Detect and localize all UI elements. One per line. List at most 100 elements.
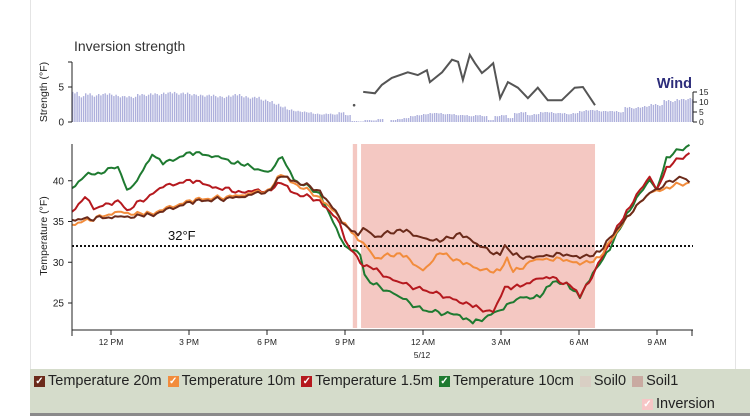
wind-bar: [557, 113, 559, 122]
wind-bar: [687, 99, 689, 122]
y-tick-label: 5: [58, 83, 64, 94]
strength-bar: [119, 97, 122, 122]
wind-bar: [362, 121, 364, 122]
strength-bar: [104, 93, 106, 122]
legend-item-soil0[interactable]: Soil0: [579, 373, 626, 389]
wind-bar: [364, 120, 366, 122]
x-tick-label: 12 AM: [411, 337, 435, 347]
strength-y-label: Strength (°F): [38, 62, 50, 122]
strength-bar: [193, 94, 195, 122]
wind-bar: [527, 115, 529, 122]
wind-bar: [436, 113, 438, 122]
strength-bar: [95, 95, 98, 122]
strength-bar: [195, 94, 197, 122]
strength-bar: [325, 113, 327, 122]
wind-bar: [529, 115, 531, 122]
strength-bar: [171, 93, 174, 122]
wind-bar: [641, 107, 644, 122]
checkbox-unchecked-icon[interactable]: [632, 375, 644, 387]
checkbox-checked-icon[interactable]: ✓: [301, 375, 313, 387]
series-line-temperature-1-5m: [71, 152, 691, 313]
wind-bar: [661, 105, 663, 122]
wind-bar: [602, 111, 605, 122]
legend-item-temperature-1-5m[interactable]: ✓ Temperature 1.5m: [301, 373, 433, 389]
wind-bar: [475, 115, 477, 122]
wind-bar: [540, 112, 542, 122]
wind-bar: [659, 105, 661, 122]
wind-bar: [553, 113, 555, 122]
strength-bar: [314, 114, 317, 122]
strength-bar: [121, 96, 124, 122]
wind-bar: [678, 100, 681, 122]
legend-item-temperature-10m[interactable]: ✓ Temperature 10m: [167, 373, 295, 389]
wind-bar: [639, 107, 642, 122]
legend-item-temperature-20m[interactable]: ✓ Temperature 20m: [34, 373, 162, 389]
wind-tick-label: 0: [699, 117, 704, 127]
strength-bar: [126, 97, 128, 122]
wind-bar: [689, 98, 691, 122]
strength-bar: [308, 112, 310, 122]
checkbox-checked-icon[interactable]: ✓: [34, 375, 45, 387]
strength-bar: [249, 98, 252, 122]
strength-bar: [163, 92, 165, 122]
wind-bar: [589, 110, 592, 122]
checkbox-unchecked-icon[interactable]: [579, 375, 591, 387]
strength-bar: [93, 96, 96, 122]
strength-bar: [150, 93, 152, 122]
wind-bar: [624, 107, 626, 122]
strength-bar: [147, 94, 150, 122]
legend-item-soil1[interactable]: Soil1: [632, 373, 678, 389]
strength-bar: [225, 96, 228, 122]
checkbox-checked-icon[interactable]: ✓: [642, 398, 653, 410]
strength-bar: [98, 94, 100, 122]
wind-bar: [355, 121, 358, 122]
strength-bar: [310, 112, 312, 122]
x-tick-label: 12 PM: [99, 337, 124, 347]
strength-bar: [247, 97, 249, 122]
strength-bar: [284, 106, 286, 122]
wind-bar: [449, 114, 451, 122]
legend-item-inversion[interactable]: ✓ Inversion: [642, 396, 715, 412]
wind-bar: [628, 107, 631, 122]
strength-bar: [139, 95, 141, 122]
checkbox-checked-icon[interactable]: ✓: [438, 375, 450, 387]
wind-bar: [524, 112, 527, 122]
wind-bar: [455, 115, 457, 122]
wind-bar: [410, 116, 412, 122]
wind-bar: [509, 118, 512, 122]
wind-bar: [570, 114, 572, 122]
strength-bar: [338, 112, 340, 122]
strength-bar: [215, 96, 217, 122]
strength-bar: [91, 95, 93, 122]
strength-bar: [137, 94, 139, 122]
strength-bar: [303, 111, 306, 122]
strength-bar: [152, 94, 154, 122]
wind-bar: [377, 119, 379, 122]
wind-bar: [481, 116, 483, 122]
legend-item-temperature-10cm[interactable]: ✓ Temperature 10cm: [438, 373, 574, 389]
wind-bar: [579, 111, 581, 122]
strength-bar: [340, 112, 343, 122]
strength-bar: [117, 96, 119, 122]
y-tick-label: 35: [53, 217, 65, 228]
strength-bar: [290, 109, 293, 122]
strength-bar: [221, 96, 223, 122]
wind-bar: [533, 114, 535, 122]
wind-bar: [572, 113, 574, 122]
series-line-temperature-20m: [71, 175, 691, 260]
legend-label: Inversion: [656, 396, 715, 412]
strength-bar: [269, 102, 271, 122]
wind-bar: [488, 120, 490, 122]
strength-bar: [251, 97, 254, 122]
strength-bar: [260, 99, 262, 122]
wind-bar: [680, 99, 683, 122]
wind-bar: [399, 119, 401, 122]
strength-bar: [327, 114, 330, 122]
wind-bar: [535, 114, 538, 122]
wind-bar: [613, 111, 616, 122]
checkbox-checked-icon[interactable]: ✓: [167, 375, 179, 387]
freezing-label: 32°F: [168, 228, 196, 243]
strength-bar: [124, 96, 126, 122]
wind-tick-label: 10: [699, 97, 709, 107]
legend: ✓ Temperature 20m ✓ Temperature 10m ✓ Tempera…: [30, 369, 750, 416]
